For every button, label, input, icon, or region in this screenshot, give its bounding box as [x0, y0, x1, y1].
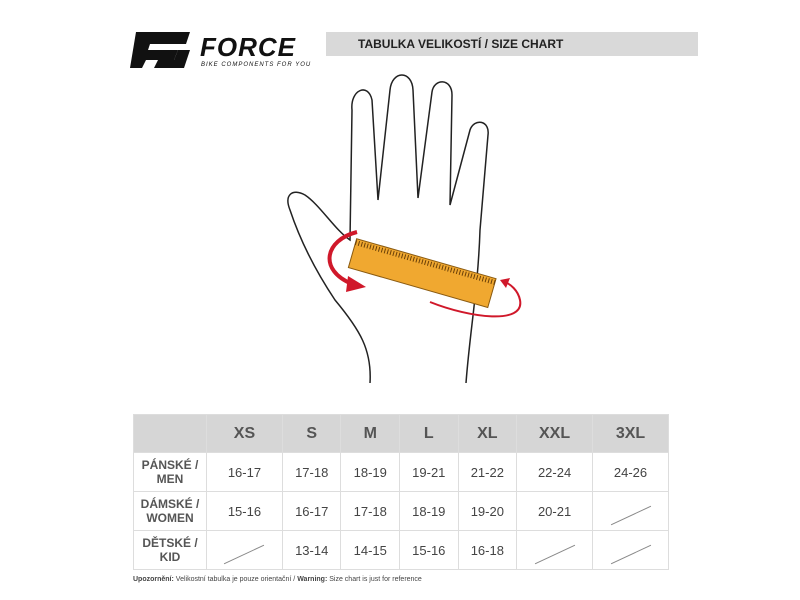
cell-empty — [592, 491, 669, 531]
size-header: L — [399, 414, 459, 453]
not-available-slash — [610, 544, 651, 564]
cell: 18-19 — [340, 452, 401, 492]
cell: 15-16 — [399, 530, 459, 570]
cell: 19-21 — [399, 452, 459, 492]
title-bar — [326, 32, 698, 56]
row-label: DÁMSKÉ / WOMEN — [133, 491, 207, 531]
arrow-left-icon — [327, 230, 358, 286]
size-header: S — [281, 414, 342, 453]
not-available-slash — [610, 505, 651, 525]
cell: 21-22 — [457, 452, 518, 492]
size-header: XXL — [516, 414, 594, 453]
size-header: M — [340, 414, 401, 453]
cell: 16-18 — [457, 530, 518, 570]
size-header: XS — [206, 414, 283, 453]
cell: 13-14 — [281, 530, 342, 570]
hand-illustration — [287, 74, 522, 384]
brand-name: FORCE — [200, 32, 296, 62]
cell: 16-17 — [206, 452, 283, 492]
cell: 14-15 — [340, 530, 401, 570]
force-logo-icon — [130, 32, 190, 68]
cell: 18-19 — [399, 491, 459, 531]
cell: 19-20 — [457, 491, 518, 531]
cell: 17-18 — [281, 452, 342, 492]
cell: 22-24 — [516, 452, 594, 492]
cell: 15-16 — [206, 491, 283, 531]
brand-tagline: BIKE COMPONENTS FOR YOU — [201, 62, 312, 68]
row-label: PÁNSKÉ / MEN — [133, 452, 207, 492]
cell-empty — [516, 530, 594, 570]
size-header: 3XL — [592, 414, 669, 453]
warning-note: Upozornění: Velikostní tabulka je pouze … — [133, 576, 422, 583]
cell: 20-21 — [516, 491, 594, 531]
row-label: DĚTSKÉ / KID — [133, 530, 207, 570]
not-available-slash — [224, 544, 265, 564]
cell-empty — [592, 530, 669, 570]
cell: 16-17 — [281, 491, 342, 531]
cell-empty — [206, 530, 283, 570]
table-row-kid: DĚTSKÉ / KID 13-14 14-15 15-16 16-18 — [133, 530, 669, 570]
cell: 24-26 — [592, 452, 669, 492]
not-available-slash — [534, 544, 575, 564]
cell: 17-18 — [340, 491, 401, 531]
table-header-row: XS S M L XL XXL 3XL — [133, 414, 669, 453]
table-row-men: PÁNSKÉ / MEN 16-17 17-18 18-19 19-21 21-2… — [133, 452, 669, 492]
ruler-icon — [347, 238, 497, 309]
arrow-right-icon — [429, 281, 522, 318]
size-table: XS S M L XL XXL 3XL PÁNSKÉ / MEN 16-17 17… — [133, 414, 669, 570]
size-header: XL — [457, 414, 518, 453]
hand-outline — [287, 74, 489, 384]
corner-cell — [133, 414, 207, 453]
page-title: TABULKA VELIKOSTÍ / SIZE CHART — [358, 37, 564, 51]
table-row-women: DÁMSKÉ / WOMEN 15-16 16-17 17-18 18-19 19… — [133, 491, 669, 531]
